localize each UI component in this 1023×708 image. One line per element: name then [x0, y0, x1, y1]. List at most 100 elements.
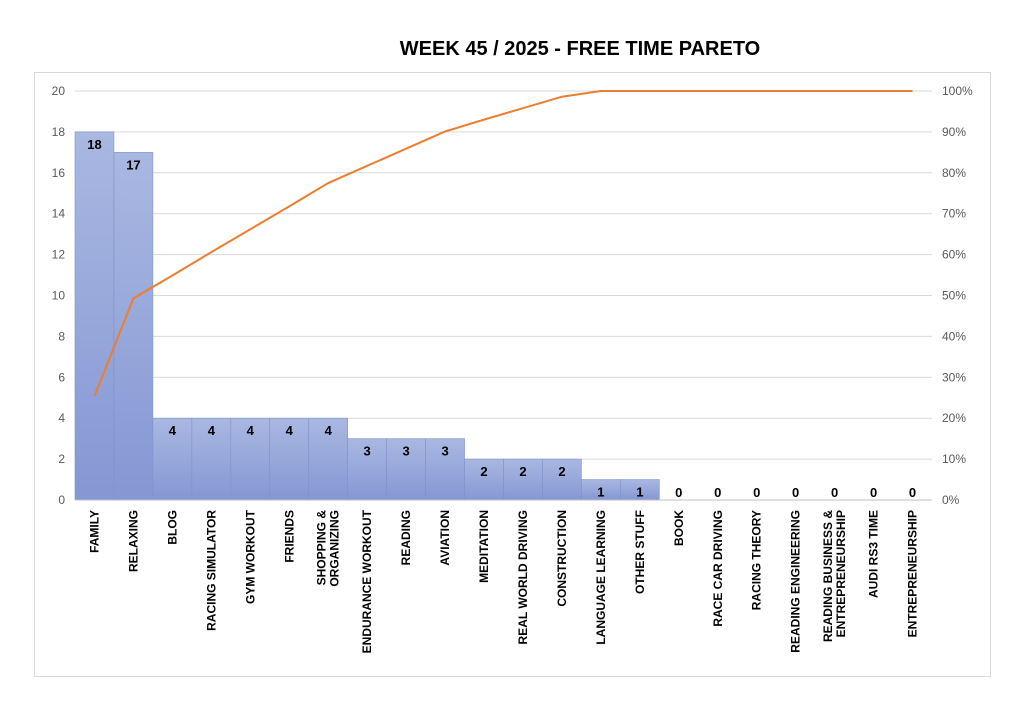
bar-data-label: 3	[402, 444, 409, 459]
x-tick-label: RELAXING	[126, 510, 140, 572]
x-tick-label-line: RELAXING	[126, 510, 140, 572]
x-tick-label: READING BUSINESS & ENTREPRENEURSHIP	[821, 510, 848, 642]
x-tick-label: ENTREPRENEURSHIP	[906, 510, 920, 637]
bar	[347, 438, 387, 501]
x-tick-label: RACE CAR DRIVING	[711, 510, 725, 627]
y2-tick-label: 30%	[942, 370, 966, 384]
bar	[269, 417, 310, 501]
x-tick-label: LANGUAGE LEARNING	[594, 510, 608, 645]
x-tick-label: READING	[399, 510, 413, 565]
chart-area	[34, 72, 991, 677]
bar-data-label: 1	[636, 485, 643, 500]
x-tick-label: REAL WORLD DRIVING	[516, 510, 530, 644]
bar-data-label: 2	[558, 464, 565, 479]
bar-data-label: 0	[675, 485, 682, 500]
bar-data-label: 4	[325, 423, 333, 438]
x-tick-label: SHOPPING & ORGANIZING	[315, 510, 342, 587]
x-tick-label: AUDI RS3 TIME	[867, 510, 881, 598]
y2-tick-label: 80%	[942, 166, 966, 180]
y-tick-label: 10	[52, 289, 66, 303]
x-tick-label-line: BLOG	[165, 510, 179, 545]
x-axis: FAMILY RELAXING BLOG RACING SIMULATOR GYM WO…	[75, 499, 932, 653]
y2-tick-label: 90%	[942, 125, 966, 139]
bar-data-label: 1	[597, 485, 604, 500]
x-tick-label-line: RACE CAR DRIVING	[711, 510, 725, 627]
bar-data-label: 4	[247, 423, 255, 438]
cumulative-line-series	[93, 90, 913, 397]
bar	[386, 438, 426, 501]
y2-tick-label: 50%	[942, 289, 966, 303]
x-tick-label-line: SHOPPING &	[315, 510, 329, 586]
y2-tick-label: 70%	[942, 207, 966, 221]
y-tick-label: 2	[58, 452, 65, 466]
x-tick-label-line: FAMILY	[87, 510, 101, 553]
x-tick-label-line: OTHER STUFF	[633, 510, 647, 594]
bar-data-label: 18	[87, 137, 101, 152]
bar-data-label: 4	[169, 423, 177, 438]
x-tick-label-line: ORGANIZING	[328, 510, 342, 587]
bar	[230, 417, 271, 501]
bar-data-label: 0	[831, 485, 838, 500]
y-tick-label: 20	[52, 84, 66, 98]
x-tick-label: CONSTRUCTION	[555, 510, 569, 607]
y2-tick-label: 60%	[942, 248, 966, 262]
bar-data-label: 2	[519, 464, 526, 479]
bar-series	[74, 131, 660, 501]
y-axis-left: 0 2 4 6 8 10 12 14 16 18 20	[52, 84, 66, 507]
x-tick-label-line: GYM WORKOUT	[243, 509, 257, 604]
x-tick-label-line: READING BUSINESS &	[821, 510, 835, 642]
x-tick-label: RACING SIMULATOR	[204, 510, 218, 631]
bar	[464, 458, 504, 501]
bar-data-label: 0	[714, 485, 721, 500]
x-tick-label-line: BOOK	[672, 510, 686, 546]
y-tick-label: 16	[52, 166, 66, 180]
x-tick-label: FRIENDS	[282, 510, 296, 563]
bar	[503, 458, 543, 501]
x-tick-label-line: AUDI RS3 TIME	[867, 510, 881, 598]
y2-tick-label: 40%	[942, 329, 966, 343]
bar-data-label: 4	[208, 423, 216, 438]
x-tick-label-line: ENTREPRENEURSHIP	[834, 510, 848, 637]
bar-data-label: 17	[126, 157, 140, 172]
x-tick-label: MEDITATION	[477, 510, 491, 583]
x-tick-label-line: ENDURANCE WORKOUT	[360, 509, 374, 653]
x-tick-label: AVIATION	[438, 510, 452, 566]
y-tick-label: 8	[58, 329, 65, 343]
x-tick-label-line: REAL WORLD DRIVING	[516, 510, 530, 644]
bar	[425, 438, 465, 501]
bar	[74, 131, 115, 501]
data-labels: 18 17 4 4 4 4 4 3 3 3 2 2 2 1 1 0 0 0 0 0 0 0	[87, 137, 916, 500]
y-axis-right: 0% 10% 20% 30% 40% 50% 60% 70% 80% 90% 100%	[942, 84, 973, 507]
bar-data-label: 2	[480, 464, 487, 479]
x-tick-label-line: ENTREPRENEURSHIP	[906, 510, 920, 637]
x-tick-label-line: LANGUAGE LEARNING	[594, 510, 608, 645]
x-tick-label-line: READING	[399, 510, 413, 565]
bar-data-label: 0	[753, 485, 760, 500]
bar-data-label: 4	[286, 423, 294, 438]
x-tick-label: RACING THEORY	[750, 510, 764, 610]
x-tick-label-line: MEDITATION	[477, 510, 491, 583]
x-tick-label: FAMILY	[87, 510, 101, 553]
x-tick-label-line: FRIENDS	[282, 510, 296, 563]
bar-data-label: 3	[441, 444, 448, 459]
x-tick-label: BLOG	[165, 510, 179, 545]
x-tick-label: GYM WORKOUT	[243, 509, 257, 604]
y-tick-label: 0	[58, 493, 65, 507]
y-tick-label: 4	[58, 411, 65, 425]
x-tick-label: BOOK	[672, 510, 686, 546]
y-tick-label: 12	[52, 248, 66, 262]
chart-title: WEEK 45 / 2025 - FREE TIME PARETO	[399, 38, 761, 60]
bar-data-label: 0	[792, 485, 799, 500]
x-tick-label-line: RACING SIMULATOR	[204, 510, 218, 631]
bar	[152, 417, 193, 501]
y2-tick-label: 20%	[942, 411, 966, 425]
x-tick-label: ENDURANCE WORKOUT	[360, 509, 374, 653]
x-tick-label-line: RACING THEORY	[750, 510, 764, 610]
x-tick-label-line: READING ENGINEERING	[789, 510, 803, 653]
y2-tick-label: 100%	[942, 84, 973, 98]
bar	[113, 152, 154, 501]
y-tick-label: 14	[52, 207, 66, 221]
y2-tick-label: 10%	[942, 452, 966, 466]
x-tick-label: READING ENGINEERING	[789, 510, 803, 653]
